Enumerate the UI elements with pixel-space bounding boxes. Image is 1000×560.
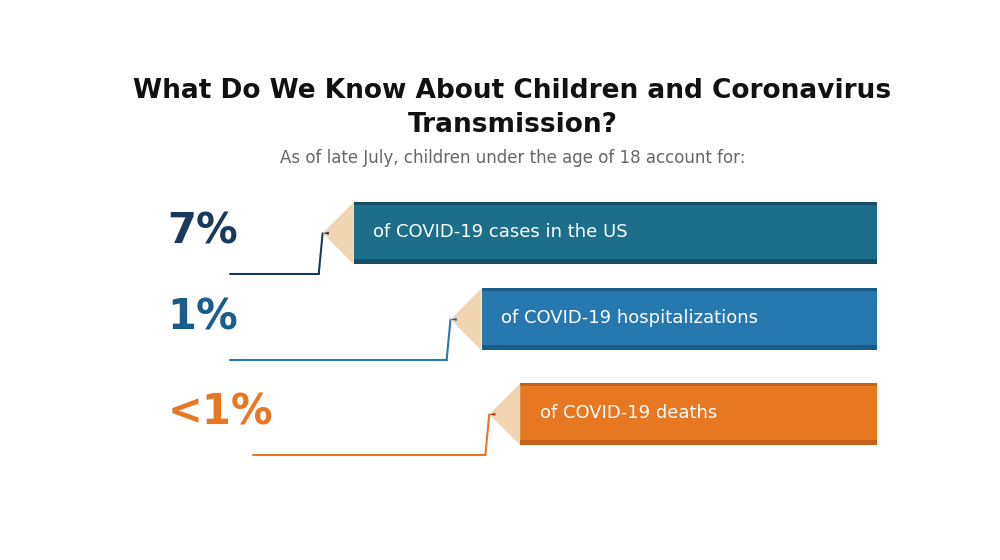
- Text: <1%: <1%: [168, 391, 273, 433]
- Polygon shape: [482, 288, 877, 351]
- Polygon shape: [520, 440, 877, 445]
- Text: What Do We Know About Children and Coronavirus: What Do We Know About Children and Coron…: [133, 78, 892, 104]
- Polygon shape: [450, 288, 482, 351]
- Polygon shape: [323, 202, 354, 264]
- Polygon shape: [354, 259, 877, 264]
- Text: 1%: 1%: [168, 296, 238, 338]
- Text: of COVID-19 cases in the US: of COVID-19 cases in the US: [373, 222, 628, 241]
- Polygon shape: [354, 202, 877, 264]
- Polygon shape: [489, 383, 520, 445]
- Polygon shape: [450, 318, 457, 321]
- Text: of COVID-19 hospitalizations: of COVID-19 hospitalizations: [501, 309, 758, 327]
- Polygon shape: [354, 202, 877, 205]
- Polygon shape: [520, 383, 877, 386]
- Text: of COVID-19 deaths: of COVID-19 deaths: [540, 404, 717, 422]
- Polygon shape: [520, 383, 877, 445]
- Text: 7%: 7%: [168, 210, 238, 252]
- Polygon shape: [482, 345, 877, 351]
- Text: Transmission?: Transmission?: [408, 113, 618, 138]
- Text: As of late July, children under the age of 18 account for:: As of late July, children under the age …: [280, 149, 745, 167]
- Polygon shape: [323, 232, 329, 235]
- Polygon shape: [489, 413, 495, 416]
- Polygon shape: [482, 288, 877, 291]
